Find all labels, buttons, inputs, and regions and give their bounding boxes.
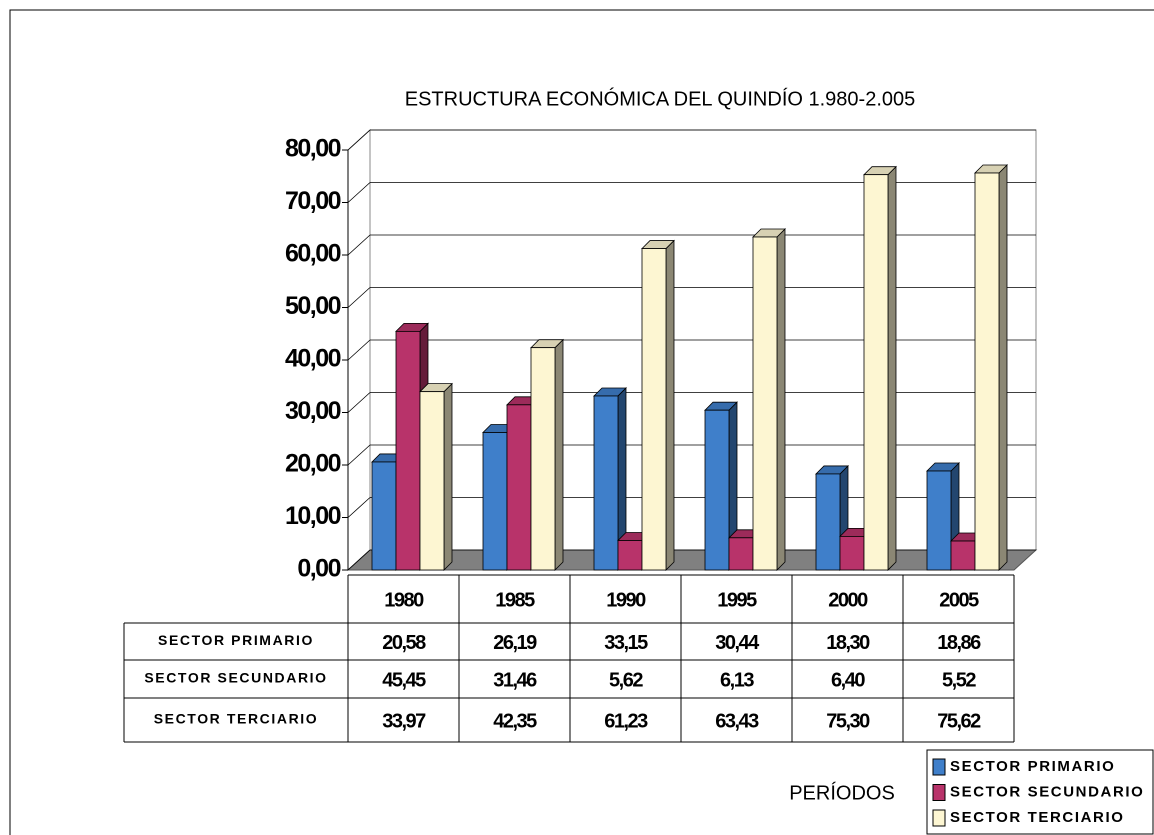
bar-front xyxy=(974,172,1000,571)
frame xyxy=(9,9,1154,835)
grid-line xyxy=(347,287,371,308)
bar xyxy=(704,401,738,571)
table-value: 5,62 xyxy=(609,669,643,691)
table-value: 42,35 xyxy=(493,710,537,732)
x-axis-label: PERÍODOS xyxy=(789,781,895,804)
table-value: 30,44 xyxy=(715,632,760,654)
table-value: 5,52 xyxy=(942,669,976,691)
bar-front xyxy=(641,248,667,571)
bar-side xyxy=(665,239,675,571)
bar-front xyxy=(950,540,976,571)
table-value: 18,86 xyxy=(937,632,981,654)
bar-front xyxy=(506,404,532,571)
table-value: 20,58 xyxy=(382,632,426,654)
table-value: 26,19 xyxy=(493,632,537,654)
bar-front xyxy=(704,409,730,571)
y-tick-label: 80,00 xyxy=(285,135,341,163)
table-value: 45,45 xyxy=(382,669,426,691)
table-value: 31,46 xyxy=(493,669,537,691)
y-tick-label: 40,00 xyxy=(285,345,341,373)
table-row-label: SECTOR SECUNDARIO xyxy=(144,670,327,686)
table-value: 6,40 xyxy=(831,669,865,691)
x-tick-label: 1980 xyxy=(384,589,424,611)
bar-front xyxy=(839,536,865,571)
y-tick-label: 60,00 xyxy=(285,240,341,268)
bar-side xyxy=(998,164,1008,571)
grid-line xyxy=(347,339,371,361)
table-value: 33,15 xyxy=(604,632,648,654)
bar-front xyxy=(395,330,421,571)
grid-line xyxy=(347,234,371,256)
bar-front xyxy=(593,395,619,571)
y-tick-label: 0,00 xyxy=(297,555,340,583)
table-value: 61,23 xyxy=(604,710,648,732)
x-tick-label: 1995 xyxy=(717,589,757,611)
table-value: 63,43 xyxy=(715,710,759,732)
bar xyxy=(815,464,849,571)
legend-label: SECTOR PRIMARIO xyxy=(950,758,1115,775)
bar-front xyxy=(371,461,397,571)
table-value: 18,30 xyxy=(826,632,870,654)
bar-side xyxy=(554,338,564,571)
x-tick-label: 2000 xyxy=(828,589,868,611)
grid-line xyxy=(347,182,371,203)
table-value: 6,13 xyxy=(720,669,754,691)
x-tick-label: 2005 xyxy=(939,589,979,611)
y-tick-label: 70,00 xyxy=(285,187,341,215)
legend-swatch xyxy=(932,758,946,776)
bar-side xyxy=(776,228,786,571)
bar xyxy=(641,239,675,571)
x-tick-label: 1990 xyxy=(606,589,646,611)
bar-front xyxy=(752,236,778,571)
grid-line xyxy=(347,497,371,518)
table-value: 33,97 xyxy=(382,710,426,732)
bar xyxy=(419,382,453,571)
legend-swatch xyxy=(932,809,946,827)
y-tick-label: 10,00 xyxy=(285,502,341,530)
bar-front xyxy=(728,537,754,571)
bar xyxy=(530,338,564,571)
legend-label: SECTOR TERCIARIO xyxy=(950,809,1125,826)
table-value: 75,30 xyxy=(826,710,870,732)
grid-line xyxy=(347,392,371,413)
chart-title: ESTRUCTURA ECONÓMICA DEL QUINDÍO 1.980-2… xyxy=(405,87,916,110)
bar xyxy=(593,386,627,571)
bar xyxy=(752,228,786,571)
grid-line xyxy=(347,549,371,571)
bar-front xyxy=(863,174,889,571)
bar-side xyxy=(887,165,897,571)
x-tick-label: 1985 xyxy=(495,589,535,611)
grid-line xyxy=(347,129,371,151)
table-row-label: SECTOR PRIMARIO xyxy=(158,632,314,648)
bar xyxy=(974,164,1008,571)
bar-side xyxy=(443,382,453,571)
table-row-label: SECTOR TERCIARIO xyxy=(154,711,319,727)
y-tick-label: 50,00 xyxy=(285,292,341,320)
bar-front xyxy=(419,391,445,571)
bar-front xyxy=(482,432,508,571)
grid-line xyxy=(347,444,371,466)
bar-front xyxy=(530,347,556,571)
bar-front xyxy=(815,473,841,571)
legend-box xyxy=(926,749,1154,835)
legend-label: SECTOR SECUNDARIO xyxy=(950,783,1144,800)
bar xyxy=(863,165,897,571)
legend-swatch xyxy=(932,784,946,801)
bar-front xyxy=(617,540,643,571)
y-tick-label: 30,00 xyxy=(285,397,341,425)
bar-front xyxy=(926,470,952,571)
y-tick-label: 20,00 xyxy=(285,450,341,478)
table-value: 75,62 xyxy=(937,710,981,732)
